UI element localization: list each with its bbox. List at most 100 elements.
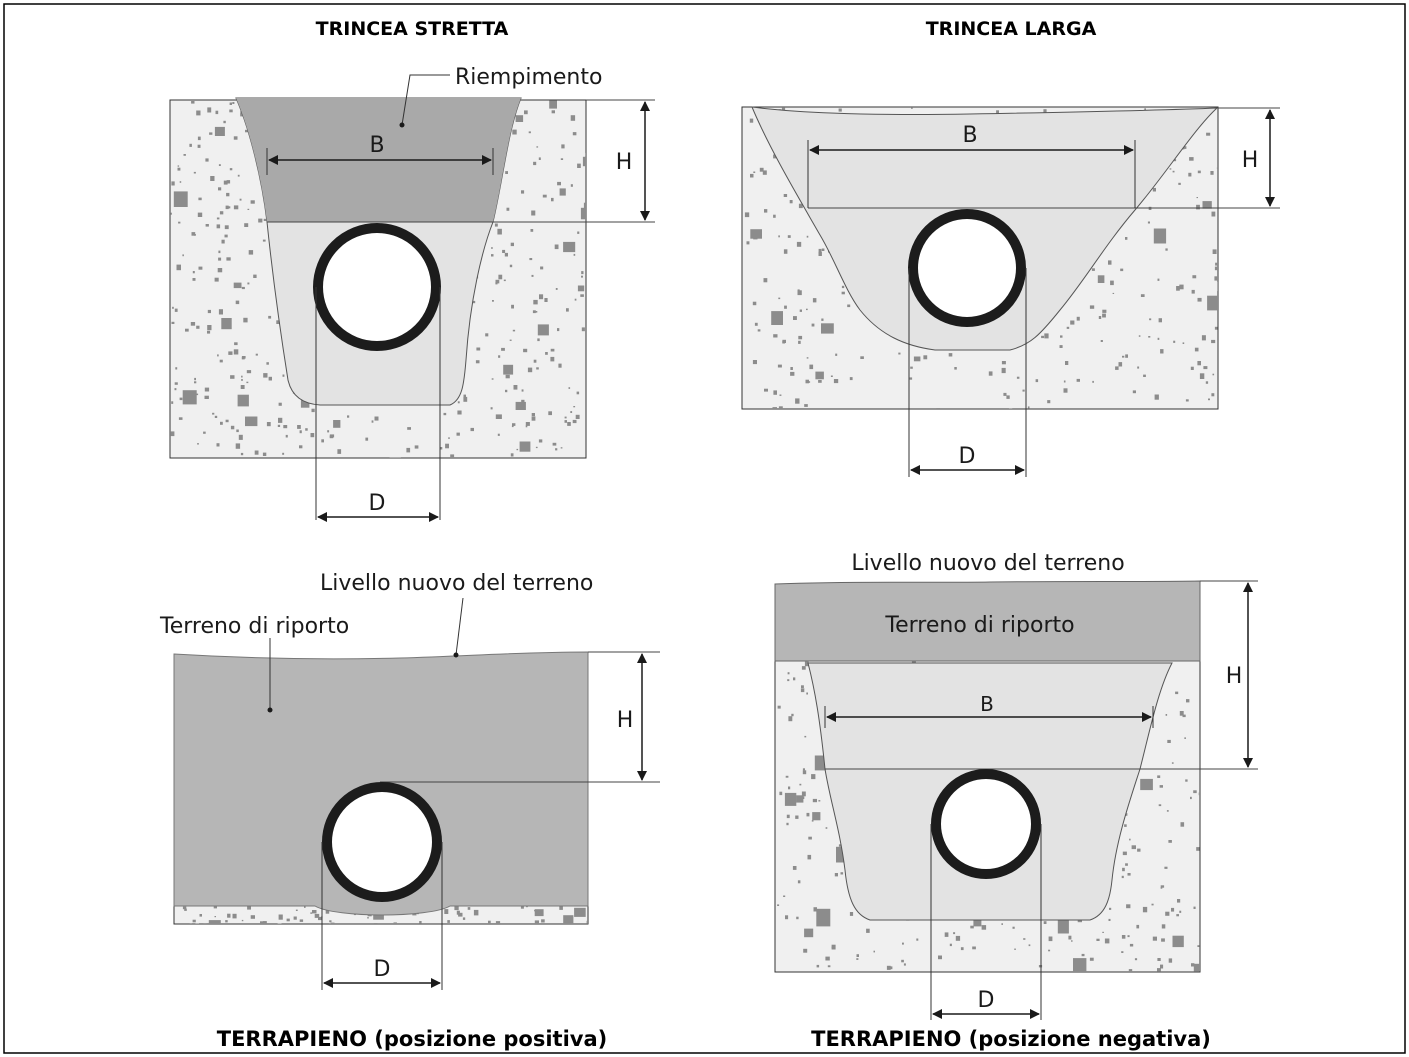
soil-speckle [533,161,537,166]
soil-speckle [207,309,211,314]
soil-speckle [218,309,223,315]
soil-speckle [189,143,192,147]
soil-speckle [444,909,449,914]
soil-speckle [873,950,875,953]
soil-speckle [223,180,228,185]
soil-speckle [1168,958,1173,963]
soil-speckle [511,304,514,309]
soil-speckle [235,443,241,449]
soil-speckle [237,394,249,407]
soil-speckle [1098,316,1102,319]
soil-speckle [225,419,229,423]
soil-speckle [570,411,573,413]
soil-speckle [501,347,505,351]
soil-speckle [191,101,195,104]
soil-speckle [299,445,303,449]
soil-speckle [787,235,791,238]
soil-speckle [521,190,525,194]
soil-speckle [796,916,799,920]
soil-speckle [1158,318,1162,323]
soil-speckle [195,923,199,924]
soil-speckle [1071,940,1073,942]
soil-speckle [245,416,258,427]
soil-speckle [1089,957,1094,961]
soil-speckle [847,304,851,308]
soil-speckle [1196,197,1198,199]
soil-speckle [1121,935,1126,939]
soil-speckle [218,257,222,261]
title-narrow-trench: TRINCEA STRETTA [315,18,509,40]
soil-speckle [1022,389,1025,392]
soil-speckle [530,229,534,232]
soil-speckle [295,909,298,911]
soil-speckle [1186,699,1190,703]
soil-speckle [192,271,195,274]
soil-speckle [1201,335,1206,341]
soil-speckle [910,366,913,369]
soil-speckle [795,398,800,404]
soil-speckle [1076,316,1080,321]
soil-speckle [1065,361,1069,365]
soil-speckle [240,452,244,456]
outer-border [3,3,1406,1054]
soil-speckle [754,322,758,326]
soil-speckle [583,202,586,218]
soil-speckle [551,110,555,114]
soil-speckle [216,224,221,229]
soil-speckle [1173,340,1176,343]
soil-speckle [333,420,341,428]
soil-speckle [1190,796,1192,800]
soil-speckle [1157,337,1160,340]
soil-speckle [524,110,528,115]
soil-speckle [1125,354,1128,358]
soil-speckle [1044,333,1049,339]
soil-speckle [801,666,806,670]
soil-speckle [787,679,790,682]
soil-speckle [1175,691,1179,695]
label-B-wide: B [962,123,977,148]
soil-speckle [214,277,219,282]
soil-speckle [1176,914,1179,917]
soil-speckle [838,108,842,112]
soil-speckle [849,912,854,916]
soil-speckle [560,158,564,160]
soil-speckle [567,422,571,426]
soil-speckle [233,349,239,355]
soil-speckle [374,416,379,421]
soil-speckle [245,129,248,133]
soil-speckle [205,158,209,162]
label-H-negative: H [1226,664,1243,689]
soil-speckle [777,705,781,709]
soil-speckle [781,107,786,112]
soil-speckle [580,207,586,220]
soil-speckle [1210,171,1214,175]
soil-speckle [173,191,188,207]
soil-speckle [771,311,783,325]
soil-speckle [856,958,859,960]
soil-speckle [542,194,547,198]
soil-speckle [1060,335,1063,338]
label-H-narrow: H [616,150,633,175]
soil-speckle [278,402,282,406]
soil-speckle [797,289,800,292]
soil-speckle [886,965,891,970]
soil-speckle [189,923,192,924]
soil-speckle [406,447,411,453]
soil-speckle [538,157,541,160]
soil-speckle [1068,935,1072,940]
soil-speckle [801,791,806,797]
soil-speckle [277,923,282,924]
soil-speckle [525,422,530,426]
soil-speckle [212,412,215,415]
soil-speckle [1154,394,1159,400]
soil-speckle [799,309,802,312]
soil-speckle [218,187,222,191]
soil-speckle [232,102,235,104]
soil-speckle [205,224,209,227]
soil-speckle [510,242,514,247]
soil-speckle [194,234,196,236]
soil-speckle [1108,260,1112,265]
soil-speckle [577,231,580,234]
soil-speckle [911,107,913,109]
soil-speckle [818,800,821,802]
